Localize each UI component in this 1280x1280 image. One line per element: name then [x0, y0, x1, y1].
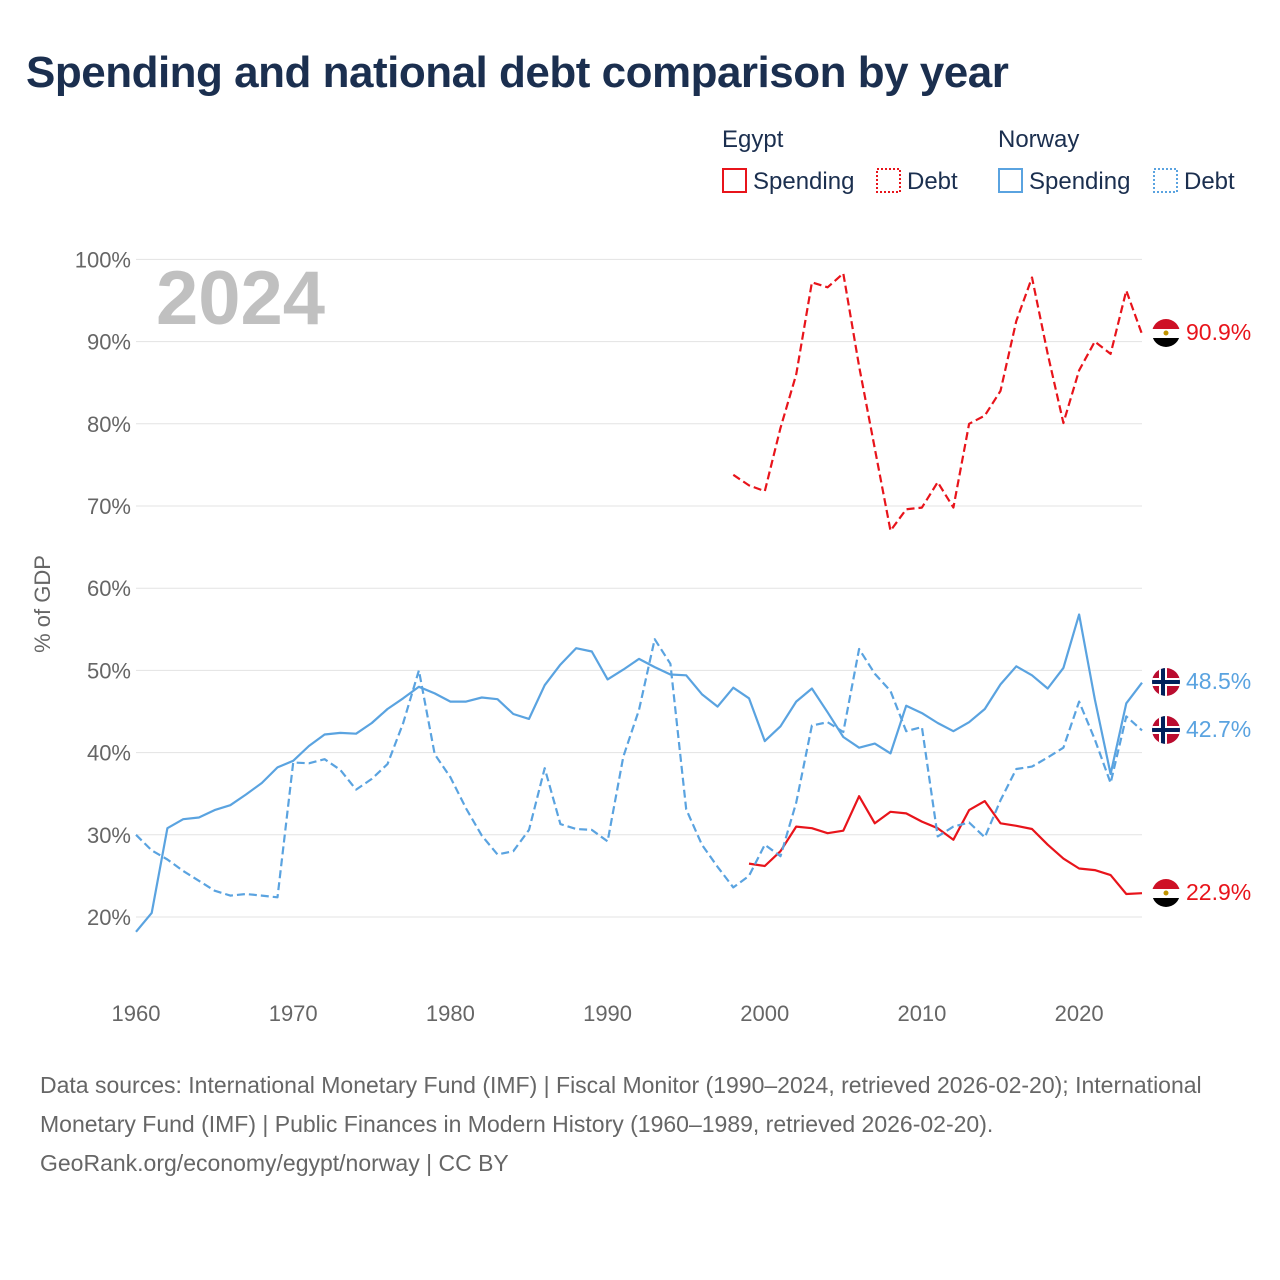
- series-line-egypt-spending: [748, 795, 1143, 896]
- y-tick-label: 60%: [87, 576, 131, 601]
- legend-group-norway: Norway: [998, 126, 1079, 153]
- data-sources: Data sources: International Monetary Fun…: [40, 1072, 1202, 1137]
- legend-swatch-egypt-spending: [722, 168, 747, 193]
- chart-title: Spending and national debt comparison by…: [26, 48, 1009, 97]
- egypt-flag-icon: [1152, 879, 1180, 907]
- x-tick-label: 1990: [583, 1001, 632, 1026]
- y-tick-label: 50%: [87, 658, 131, 683]
- end-label-egypt-debt: 90.9%: [1186, 319, 1251, 345]
- credit-link[interactable]: GeoRank.org/economy/egypt/norway | CC BY: [40, 1150, 509, 1176]
- x-tick-label: 1970: [269, 1001, 318, 1026]
- highlight-year: 2024: [156, 256, 325, 341]
- series-line-egypt-debt: [732, 272, 1144, 532]
- series-line-norway-debt: [135, 638, 1143, 899]
- y-tick-label: 70%: [87, 494, 131, 519]
- x-tick-label: 1980: [426, 1001, 475, 1026]
- y-tick-label: 40%: [87, 741, 131, 766]
- end-label-norway-spending: 48.5%: [1186, 668, 1251, 694]
- legend-swatch-egypt-debt: [876, 168, 901, 193]
- egypt-flag-icon: [1152, 319, 1180, 347]
- y-tick-label: 30%: [87, 823, 131, 848]
- x-axis-ticks: 1960 1970 1980 1990 2000 2010 2020: [112, 1001, 1104, 1026]
- footer: Data sources: International Monetary Fun…: [40, 1066, 1250, 1183]
- norway-flag-icon: [1152, 668, 1180, 696]
- y-tick-label: 80%: [87, 412, 131, 437]
- x-tick-label: 2000: [740, 1001, 789, 1026]
- legend-label-norway-debt: Debt: [1184, 168, 1235, 195]
- legend-swatch-norway-debt: [1153, 168, 1178, 193]
- norway-flag-icon: [1152, 716, 1180, 744]
- chart-canvas: Egypt Spending Debt Norway Spending Debt…: [30, 126, 1251, 1026]
- y-tick-label: 90%: [87, 330, 131, 355]
- x-tick-label: 2010: [897, 1001, 946, 1026]
- end-label-egypt-spending: 22.9%: [1186, 879, 1251, 905]
- x-tick-label: 2020: [1055, 1001, 1104, 1026]
- series-line-norway-spending: [135, 613, 1143, 933]
- end-label-norway-debt: 42.7%: [1186, 716, 1251, 742]
- legend-group-egypt: Egypt: [722, 126, 784, 153]
- legend-label-egypt-debt: Debt: [907, 168, 958, 195]
- x-tick-label: 1960: [112, 1001, 161, 1026]
- y-axis-ticks: 20% 30% 40% 50% 60% 70% 80% 90% 100%: [75, 247, 131, 930]
- y-tick-label: 20%: [87, 905, 131, 930]
- legend: Egypt Spending Debt Norway Spending Debt: [722, 126, 1235, 195]
- y-tick-label: 100%: [75, 247, 131, 272]
- series-lines: [135, 272, 1144, 933]
- legend-swatch-norway-spending: [998, 168, 1023, 193]
- y-axis-label: % of GDP: [30, 555, 55, 653]
- legend-label-norway-spending: Spending: [1029, 168, 1130, 195]
- gridlines: [136, 258, 1142, 918]
- legend-label-egypt-spending: Spending: [753, 168, 854, 195]
